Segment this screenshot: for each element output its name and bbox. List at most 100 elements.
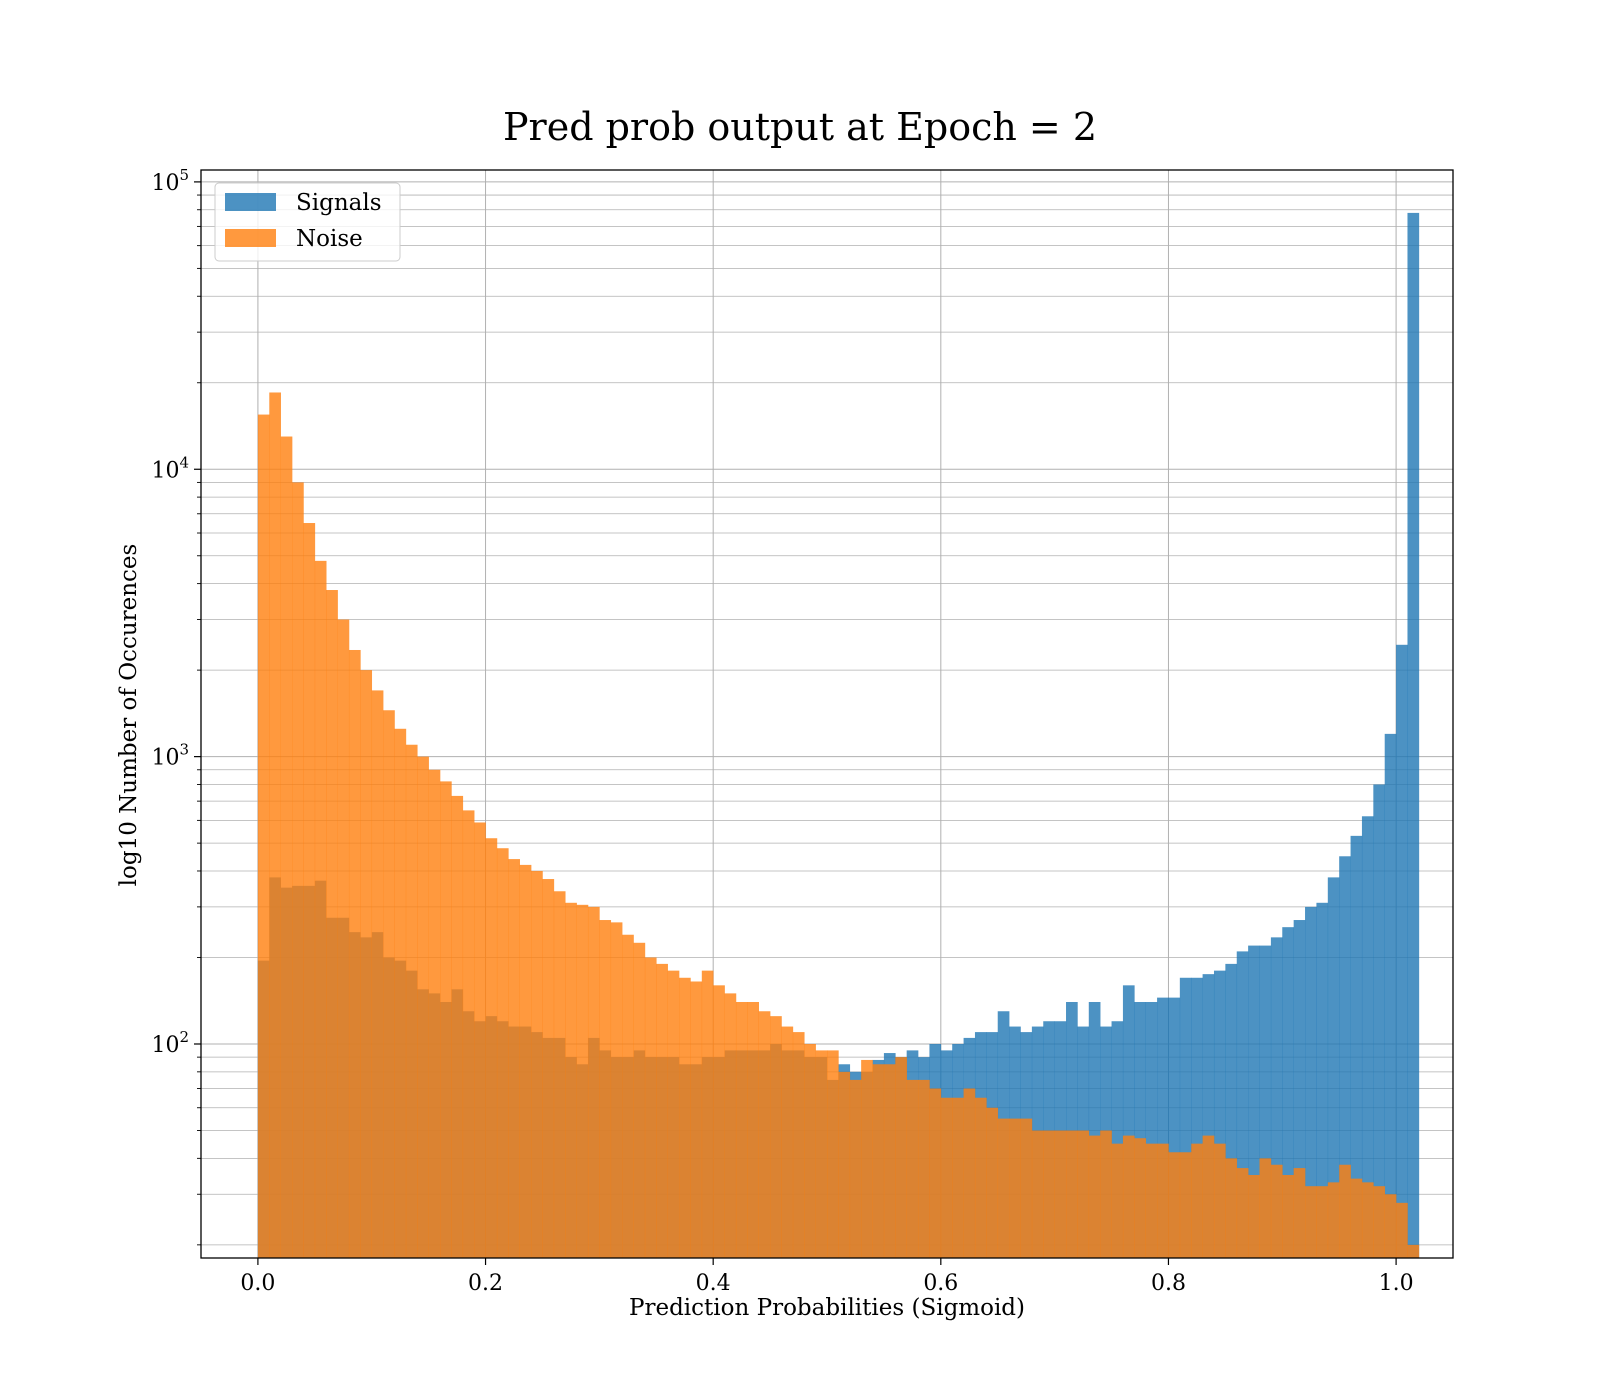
bar-signals <box>1088 1001 1101 1258</box>
bar-noise <box>565 902 577 1258</box>
bar-noise <box>1396 1202 1408 1258</box>
legend-label-noise: Noise <box>296 226 363 252</box>
bar-noise <box>838 1071 851 1258</box>
bar-noise <box>1111 1143 1124 1258</box>
bar-signals <box>1202 974 1215 1258</box>
bar-noise <box>360 670 373 1258</box>
bar-noise <box>1043 1130 1055 1258</box>
bar-noise <box>462 810 475 1258</box>
bar-noise <box>1248 1175 1260 1258</box>
bar-noise <box>883 1064 896 1258</box>
bar-signals <box>1168 997 1181 1258</box>
bar-noise <box>1088 1135 1101 1258</box>
bar-signals <box>1134 1001 1146 1258</box>
y-tick-label: 103 <box>151 741 189 771</box>
bar-signals <box>1384 733 1397 1258</box>
bar-noise <box>1134 1138 1146 1258</box>
bar-noise <box>963 1088 976 1258</box>
bar-noise <box>531 870 543 1258</box>
bar-signals <box>1213 970 1226 1258</box>
bar-noise <box>1384 1194 1397 1258</box>
bar-noise <box>1077 1130 1090 1258</box>
bar-noise <box>405 744 418 1258</box>
bar-noise <box>1202 1135 1215 1258</box>
bar-noise <box>644 957 657 1258</box>
bar-signals <box>1157 997 1169 1258</box>
bar-noise <box>1339 1164 1351 1258</box>
x-tick-label: 1.0 <box>1379 1271 1414 1296</box>
x-tick-label: 0.2 <box>468 1271 503 1296</box>
bar-noise <box>1350 1178 1363 1258</box>
bar-noise <box>303 523 316 1258</box>
bar-noise <box>1157 1143 1169 1258</box>
bar-noise <box>451 795 464 1258</box>
bar-noise <box>986 1107 999 1258</box>
bar-signals <box>1282 927 1294 1258</box>
bar-noise <box>1168 1152 1181 1258</box>
bar-noise <box>713 985 725 1258</box>
bar-noise <box>383 710 395 1258</box>
bar-signals <box>1111 1021 1124 1258</box>
x-tick-label: 0.6 <box>923 1271 958 1296</box>
bar-noise <box>735 1001 748 1258</box>
bar-noise <box>610 922 623 1258</box>
bar-noise <box>1282 1175 1294 1258</box>
bar-signals <box>1316 902 1329 1258</box>
bar-signals <box>1327 877 1340 1258</box>
bar-noise <box>770 1016 782 1258</box>
bar-noise <box>781 1026 794 1258</box>
bar-noise <box>804 1043 816 1258</box>
x-tick-label: 0.8 <box>1151 1271 1186 1296</box>
bar-noise <box>622 934 634 1258</box>
bar-noise <box>1031 1130 1044 1258</box>
bar-noise <box>633 942 646 1258</box>
bar-signals <box>1236 951 1249 1258</box>
bar-noise <box>474 822 486 1258</box>
x-axis-ticks: 0.0 0.2 0.4 0.6 0.8 1.0 <box>240 1258 1414 1296</box>
bar-noise <box>656 963 668 1258</box>
bar-noise <box>1236 1168 1249 1258</box>
bar-noise <box>952 1097 964 1258</box>
bar-noise <box>553 891 566 1258</box>
bar-signals <box>1225 963 1238 1258</box>
bar-noise <box>1009 1118 1021 1258</box>
y-axis-label: log10 Number of Occurences <box>116 544 142 887</box>
bar-noise <box>1213 1143 1226 1258</box>
bar-signals <box>1373 784 1386 1258</box>
bar-noise <box>485 838 498 1258</box>
bar-noise <box>257 414 270 1258</box>
bar-noise <box>849 1079 862 1258</box>
bar-noise <box>1327 1182 1340 1258</box>
bar-noise <box>1361 1182 1374 1258</box>
bar-noise <box>1270 1164 1283 1258</box>
bar-noise <box>1305 1186 1317 1258</box>
legend-label-signals: Signals <box>296 190 382 216</box>
bar-noise <box>394 728 407 1258</box>
bar-signals <box>1396 644 1408 1258</box>
bar-noise <box>496 848 509 1258</box>
bar-signals <box>1339 856 1351 1258</box>
bar-noise <box>929 1088 942 1258</box>
bar-noise <box>1373 1186 1386 1258</box>
bar-signals <box>1305 906 1317 1258</box>
y-axis-ticks: 102 103 104 105 <box>151 166 201 1246</box>
bar-noise <box>371 690 384 1258</box>
bar-noise <box>599 920 612 1258</box>
bar-noise <box>337 619 350 1258</box>
x-tick-label: 0.0 <box>240 1271 275 1296</box>
bar-noise <box>508 859 520 1258</box>
bar-noise <box>1179 1152 1192 1258</box>
bar-noise <box>292 482 304 1258</box>
bar-noise <box>1316 1186 1329 1258</box>
bar-noise <box>576 904 589 1258</box>
plot-frame <box>200 169 1454 1259</box>
bar-noise <box>1293 1168 1306 1258</box>
bar-noise <box>997 1118 1010 1258</box>
bar-noise <box>895 1057 907 1258</box>
histogram-bars <box>257 212 1420 1259</box>
bar-signals <box>1361 816 1374 1258</box>
y-tick-label: 104 <box>151 453 189 483</box>
bar-noise <box>1100 1130 1112 1258</box>
bar-signals <box>1270 937 1283 1258</box>
bar-noise <box>974 1097 987 1258</box>
